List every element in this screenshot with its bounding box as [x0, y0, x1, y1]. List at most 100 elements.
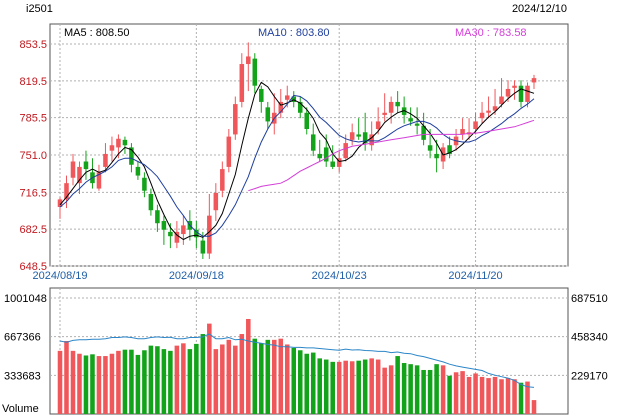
- legend-ma10: MA10 : 803.80: [258, 27, 330, 39]
- date-x-ticks: 2024/08/19 2024/09/18 2024/10/23 2024/11/20: [32, 270, 502, 282]
- volume-bar: [207, 323, 212, 414]
- candle-body: [116, 138, 121, 148]
- candle-body: [57, 199, 63, 207]
- candle-body: [278, 101, 284, 113]
- volume-bar: [142, 350, 147, 414]
- candle-body: [284, 95, 290, 100]
- date-tick-label: 2024/09/18: [169, 270, 224, 282]
- volume-bar: [129, 349, 134, 414]
- volume-bar: [336, 361, 342, 414]
- volume-bar: [486, 378, 491, 414]
- volume-bar: [518, 382, 524, 414]
- volume-bar: [64, 340, 69, 414]
- ma10-line: [59, 94, 535, 237]
- volume-bar: [161, 349, 167, 414]
- volume-bar: [388, 365, 394, 414]
- volume-bar: [252, 338, 258, 414]
- volume-bar: [246, 318, 251, 414]
- price-tick-label: 682.5: [19, 224, 47, 236]
- candle-body: [129, 147, 134, 165]
- candle-body: [297, 101, 303, 113]
- candle-body: [246, 56, 251, 65]
- volume-bar: [343, 360, 348, 414]
- candle-body: [122, 139, 128, 146]
- candle-body: [356, 134, 361, 137]
- candle-body: [395, 101, 400, 107]
- candle-body: [304, 112, 310, 130]
- volume-label: Volume: [2, 403, 39, 415]
- volume-bar: [226, 339, 232, 414]
- candle-body: [505, 88, 511, 97]
- volume-bars-group: [57, 318, 537, 414]
- volume-bar: [453, 372, 459, 414]
- candle-body: [531, 78, 537, 83]
- candle-body: [414, 123, 420, 126]
- candle-body: [369, 134, 374, 146]
- candle-body: [388, 101, 394, 113]
- volume-bar: [421, 369, 426, 414]
- volume-tick-right: 687510: [571, 293, 608, 305]
- candle-body: [479, 112, 485, 119]
- candle-body: [518, 85, 524, 102]
- volume-bar: [148, 345, 154, 414]
- volume-bar: [375, 359, 381, 414]
- volume-bar: [278, 338, 284, 414]
- volume-bar: [77, 353, 82, 414]
- volume-bar: [259, 343, 264, 414]
- candle-body: [265, 107, 271, 122]
- volume-bar: [181, 343, 186, 414]
- volume-bar: [349, 361, 355, 414]
- volume-bar: [460, 371, 465, 414]
- price-tick-label: 819.5: [19, 76, 47, 88]
- volume-bar: [103, 356, 108, 414]
- volume-bar: [447, 375, 452, 414]
- volume-bar: [362, 359, 368, 414]
- candle-body: [207, 215, 212, 254]
- open-interest-line: [59, 333, 535, 388]
- price-tick-label: 751.0: [19, 150, 47, 162]
- volume-bar: [155, 346, 160, 414]
- ma5-line: [59, 81, 535, 241]
- candle-body: [317, 153, 322, 159]
- legend-ma5: MA5 : 808.50: [64, 27, 129, 39]
- volume-bar: [297, 350, 303, 414]
- ma-lines-group: [59, 81, 535, 241]
- symbol-label: i2501: [26, 3, 53, 15]
- volume-bar: [70, 350, 76, 414]
- volume-bar: [356, 360, 361, 414]
- volume-bar: [382, 367, 387, 414]
- volume-bar: [96, 356, 102, 414]
- volume-bar: [90, 354, 95, 414]
- volume-bar: [466, 376, 472, 414]
- volume-bar: [284, 344, 290, 414]
- volume-y-ticks: 1001048 687510 667366 458340 333683 229170: [4, 293, 608, 382]
- volume-bar: [122, 349, 128, 414]
- candle-body: [512, 85, 517, 88]
- volume-bar: [233, 345, 238, 414]
- candle-body: [220, 169, 225, 191]
- candle-body: [161, 221, 167, 230]
- candle-body: [492, 106, 498, 111]
- candle-body: [155, 210, 160, 224]
- candle-body: [310, 134, 316, 151]
- volume-tick-left: 667366: [4, 332, 41, 344]
- volume-bar: [401, 363, 407, 414]
- volume-bar: [200, 334, 206, 414]
- candle-body: [83, 161, 89, 170]
- volume-bar: [505, 378, 511, 414]
- volume-bar: [369, 358, 374, 414]
- date-tick-label: 2024/10/23: [312, 270, 367, 282]
- volume-bar: [116, 350, 121, 414]
- volume-bar: [310, 352, 316, 414]
- volume-bar: [525, 381, 530, 414]
- candle-body: [499, 96, 504, 105]
- candle-body: [447, 145, 452, 154]
- volume-bar: [194, 343, 199, 414]
- volume-bar: [330, 361, 335, 414]
- candles-group: [57, 42, 537, 259]
- volume-bar: [265, 339, 271, 414]
- candle-body: [70, 161, 76, 178]
- date-tick-label: 2024/08/19: [32, 270, 87, 282]
- price-tick-label: 716.5: [19, 187, 47, 199]
- candle-body: [200, 240, 206, 254]
